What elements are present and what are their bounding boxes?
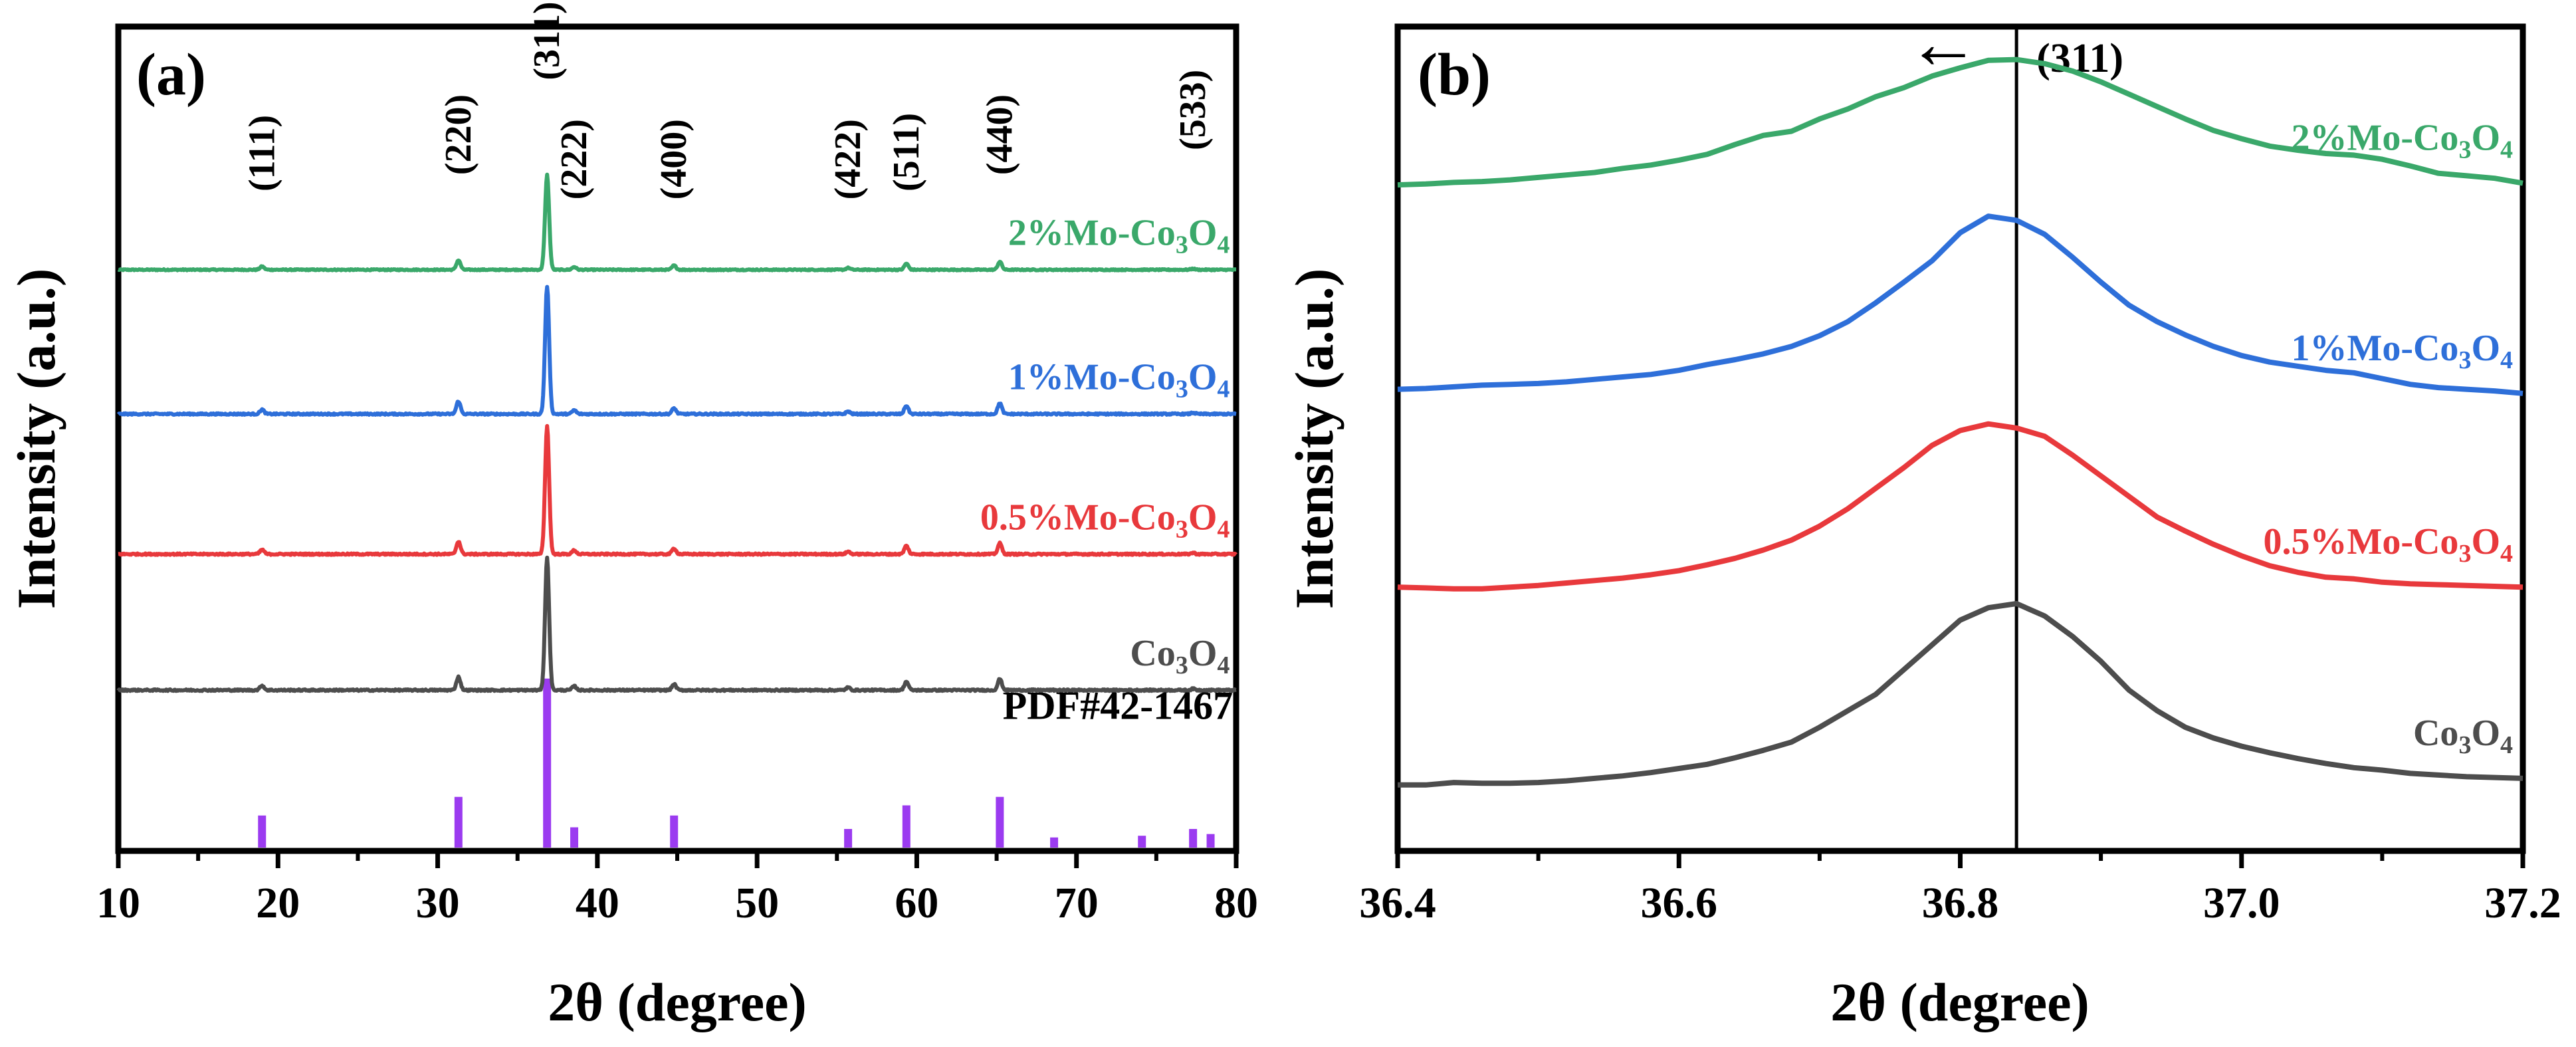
hkl-label: (311) — [526, 1, 568, 80]
series-label-part: 4 — [2500, 540, 2513, 568]
x-tick-label: 30 — [416, 879, 460, 927]
series-label-part: O — [2471, 118, 2500, 159]
series-label-part: 0.5%Mo-Co — [980, 497, 1176, 538]
x-tick-label: 80 — [1214, 879, 1258, 927]
zoom-line-mo05 — [1397, 421, 2523, 592]
series-label-part: O — [1188, 497, 1218, 538]
series-label-part: O — [2471, 713, 2500, 754]
x-tick-label: 36.6 — [1641, 879, 1718, 927]
x-axis-ticks: 10 20 30 40 50 60 70 80 — [96, 851, 1258, 927]
x-axis-title-a: 2θ (degree) — [548, 972, 807, 1032]
series-label-part: 2%Mo-Co — [1008, 213, 1176, 254]
series-label-part: 4 — [1217, 515, 1230, 543]
series-label-part: 4 — [2500, 346, 2513, 374]
hkl-label: (511) — [886, 113, 927, 191]
series-label-part: 4 — [2500, 731, 2513, 759]
hkl-label: (111) — [241, 115, 282, 191]
series-label-mo05: 0.5%Mo-Co3O4 — [980, 497, 1230, 543]
x-tick-label: 50 — [735, 879, 779, 927]
series-label-part: 3 — [2458, 540, 2471, 568]
series-label-part: Co — [2413, 713, 2458, 754]
series-label-mo2: 2%Mo-Co3O4 — [2291, 118, 2513, 164]
pattern-series — [116, 172, 1238, 693]
series-label-co3o4: Co3O4 — [2413, 713, 2513, 759]
series-line-mo1 — [116, 285, 1237, 417]
series-label-co3o4: Co3O4 — [1130, 633, 1230, 679]
series-label-part: 3 — [2458, 731, 2471, 759]
x-axis-ticks-zoom: 36.4 36.6 36.8 37.0 37.2 — [1359, 851, 2561, 927]
x-tick-label: 10 — [96, 879, 140, 927]
hkl-label: (400) — [653, 119, 695, 199]
x-tick-label: 60 — [895, 879, 938, 927]
series-label-part: 3 — [1176, 515, 1188, 543]
series-label-part: 3 — [1176, 376, 1188, 404]
series-label-part: 1%Mo-Co — [2291, 328, 2458, 369]
series-label-part: 3 — [2458, 136, 2471, 164]
zoom-series — [1397, 57, 2523, 788]
series-label-part: 3 — [1176, 231, 1188, 259]
x-tick-label: 37.0 — [2203, 879, 2280, 927]
x-tick-label: 36.8 — [1922, 879, 1999, 927]
x-axis-title-b: 2θ (degree) — [1830, 972, 2090, 1032]
series-label-mo1: 1%Mo-Co3O4 — [1008, 357, 1230, 404]
series-line-mo2 — [117, 172, 1237, 273]
series-label-part: O — [2471, 521, 2500, 562]
panel-a: (a) 2%Mo-Co3O41%Mo-Co3O40.5%Mo-Co3O4Co3O… — [6, 1, 1258, 1032]
panel-a-label: (a) — [136, 42, 206, 108]
series-label-mo2: 2%Mo-Co3O4 — [1008, 213, 1230, 259]
series-line-co3o4 — [116, 555, 1237, 693]
x-tick-label: 36.4 — [1359, 879, 1436, 927]
series-label-part: 3 — [1176, 651, 1188, 679]
series-label-part: O — [1188, 357, 1218, 398]
x-tick-label: 70 — [1055, 879, 1099, 927]
hkl-label: (440) — [979, 94, 1020, 175]
series-label-part: 4 — [1217, 651, 1230, 679]
hkl-label: (533) — [1172, 70, 1214, 150]
y-axis-title-a: Intensity (a.u.) — [6, 269, 66, 610]
series-label-part: 3 — [2458, 346, 2471, 374]
x-tick-label: 20 — [256, 879, 300, 927]
series-label-part: O — [1188, 213, 1218, 254]
x-tick-label: 37.2 — [2484, 879, 2561, 927]
zoom-line-co3o4 — [1398, 601, 2523, 788]
series-label-part: 0.5%Mo-Co — [2263, 521, 2458, 562]
panel-b: (b) ← (311) 2%Mo-Co3O41%Mo-Co3O40.5%Mo-C… — [1284, 3, 2561, 1032]
reference-bars — [258, 678, 1215, 848]
series-label-part: 1%Mo-Co — [1008, 357, 1176, 398]
series-label-part: O — [1188, 633, 1218, 674]
hkl-label: (222) — [554, 119, 595, 199]
x-tick-label: 40 — [576, 879, 619, 927]
reference-pdf-label: PDF#42-1467 — [1003, 684, 1234, 728]
series-label-part: Co — [1130, 633, 1175, 674]
hkl-label: (422) — [827, 119, 869, 199]
series-label-part: 2%Mo-Co — [2291, 118, 2458, 159]
hkl-label: (220) — [438, 94, 479, 175]
series-label-mo1: 1%Mo-Co3O4 — [2291, 328, 2513, 374]
panel-b-label: (b) — [1418, 42, 1491, 108]
series-label-part: 4 — [2500, 136, 2513, 164]
series-label-part: 4 — [1217, 231, 1230, 259]
zoom-line-mo1 — [1397, 213, 2523, 396]
series-label-mo05: 0.5%Mo-Co3O4 — [2263, 521, 2513, 568]
series-label-part: O — [2471, 328, 2500, 369]
zoom-line-mo2 — [1397, 57, 2523, 188]
hkl-labels: (111) (220) (311) (222) (400) (422) (511) (440)… — [241, 1, 1214, 199]
series-label-part: 4 — [1217, 376, 1230, 404]
series-line-mo05 — [117, 423, 1238, 557]
y-axis-title-b: Intensity (a.u.) — [1284, 269, 1344, 610]
